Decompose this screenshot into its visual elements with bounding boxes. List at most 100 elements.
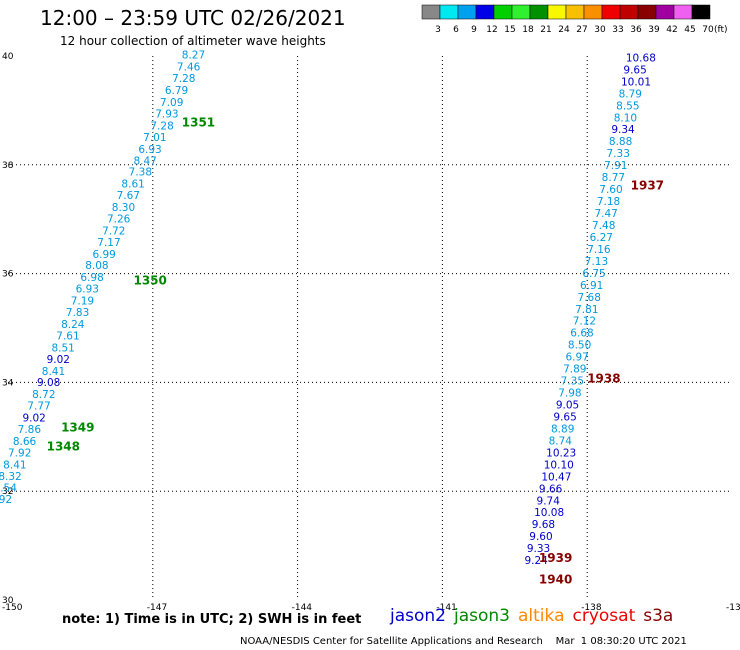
- swh-value-label: 6.97: [565, 352, 588, 364]
- swh-value-label: 10.47: [541, 471, 571, 483]
- swh-value-label: 7.26: [107, 213, 131, 225]
- color-scale-tick-label: 45: [684, 25, 695, 35]
- swh-value-label: 9.05: [556, 400, 579, 412]
- swh-value-label: 7.46: [177, 62, 201, 74]
- swh-value-label: 6.99: [92, 249, 115, 261]
- swh-value-label: 7.09: [160, 97, 183, 109]
- x-tick-label: -147: [147, 603, 167, 613]
- swh-value-label: 7.98: [558, 388, 581, 400]
- color-scale-tick-label: 12: [486, 25, 497, 35]
- swh-value-label: 9.68: [532, 519, 555, 531]
- swh-value-label: 8.55: [616, 100, 639, 112]
- swh-value-label: 8.30: [112, 202, 135, 214]
- swh-value-label: 8.32: [0, 471, 22, 483]
- swh-value-label: 7.48: [592, 220, 615, 232]
- credit-line: NOAA/NESDIS Center for Satellite Applica…: [240, 636, 687, 647]
- swh-value-label: 8.10: [614, 112, 637, 124]
- swh-value-label: 9.34: [611, 124, 635, 136]
- color-scale-tick-label: 27: [576, 25, 587, 35]
- pass-number-label: 1937: [631, 178, 664, 192]
- swh-value-label: 6.91: [580, 280, 603, 292]
- color-scale-tick-label: 15: [504, 25, 515, 35]
- satellite-legend-altika: altika: [518, 606, 565, 626]
- color-scale-unit: (ft): [714, 25, 728, 35]
- x-tick-label: -150: [2, 603, 23, 613]
- color-scale-tick-label: 24: [558, 25, 570, 35]
- swh-value-label: 6.27: [590, 232, 613, 244]
- satellite-legend-jason2: jason2: [390, 606, 446, 626]
- swh-value-label: 7.47: [594, 208, 617, 220]
- swh-value-label: 8.41: [42, 366, 65, 378]
- y-tick-label: 36: [2, 270, 14, 280]
- y-tick-label: 40: [2, 52, 14, 62]
- swh-value-label: 7.13: [585, 256, 608, 268]
- color-scale-tick-label: 3: [435, 25, 441, 35]
- swh-value-label: 9.02: [22, 413, 45, 425]
- color-scale-legend: 3 6 9 12 15 18 21 24 27 30 33 36 39 42 45 70 (ft): [421, 4, 728, 35]
- swh-value-label: 8.08: [85, 260, 108, 272]
- swh-value-label: 10.23: [546, 447, 576, 459]
- swh-value-label: 10.08: [534, 507, 564, 519]
- swh-value-label: 8.89: [551, 423, 574, 435]
- swh-value-label: 8.47: [133, 155, 156, 167]
- swh-value-label: 8.50: [568, 340, 591, 352]
- color-scale-tick-label: 30: [594, 25, 606, 35]
- swh-value-label: 7.86: [18, 424, 42, 436]
- swh-value-label: 8.51: [51, 342, 74, 354]
- swh-value-label: 8.61: [121, 179, 144, 191]
- swh-value-label: 7.83: [66, 307, 89, 319]
- swh-value-label: 6.75: [582, 268, 605, 280]
- swh-value-label: 7.28: [150, 120, 173, 132]
- swh-value-label: 7.68: [578, 292, 601, 304]
- color-scale-tick-label: 39: [648, 25, 660, 35]
- swh-value-label: 8.74: [549, 435, 573, 447]
- pass-number-label: 1940: [539, 573, 572, 587]
- pass-number-label: 1350: [133, 273, 166, 287]
- swh-value-label: 7.18: [597, 196, 620, 208]
- swh-value-label: 9.65: [553, 411, 576, 423]
- swh-value-label: 7.12: [573, 316, 596, 328]
- pass-number-label: 1938: [587, 371, 620, 385]
- color-scale-tick-label: 6: [453, 25, 459, 35]
- swh-value-label: 9.66: [539, 483, 563, 495]
- color-scale-tick-label: 36: [630, 25, 642, 35]
- swh-value-label: 7.91: [604, 160, 627, 172]
- swh-value-label: 7.19: [71, 296, 94, 308]
- y-tick-label: 34: [2, 378, 14, 388]
- swh-value-label: 7.33: [607, 148, 630, 160]
- chart-subtitle: 12 hour collection of altimeter wave hei…: [60, 34, 326, 48]
- swh-value-label: 8.72: [32, 389, 55, 401]
- swh-value-label: 7.67: [117, 190, 140, 202]
- swh-value-label: 9.24: [524, 555, 548, 567]
- chart-title: 12:00 – 23:59 UTC 02/26/2021: [40, 6, 346, 30]
- swh-value-label: 8.54: [0, 483, 17, 495]
- swh-value-label: 6.68: [570, 328, 593, 340]
- pass-number-label: 1349: [61, 420, 94, 434]
- swh-value-label: 10.10: [544, 459, 574, 471]
- y-tick-label: 30: [2, 596, 14, 606]
- swh-value-label: 6.93: [76, 284, 99, 296]
- swh-value-label: 7.17: [97, 237, 120, 249]
- swh-value-label: 8.66: [13, 436, 37, 448]
- satellite-legend: jason2 jason3 altika cryosat s3a: [390, 606, 681, 626]
- swh-value-label: 9.74: [537, 495, 561, 507]
- swh-value-label: 8.41: [3, 459, 26, 471]
- pass-number-label: 1351: [182, 116, 215, 130]
- swh-value-label: 7.16: [587, 244, 611, 256]
- swh-value-label: 7.89: [563, 364, 586, 376]
- color-scale-tick-label: 33: [612, 25, 623, 35]
- pass-number-label: 1939: [539, 551, 572, 565]
- color-scale-tick-label: 18: [522, 25, 534, 35]
- swh-value-label: 7.01: [143, 132, 166, 144]
- swh-value-label: 7.77: [27, 401, 50, 413]
- y-tick-label: 32: [2, 487, 13, 497]
- pass-number-label: 1348: [47, 439, 80, 453]
- swh-value-label: 7.72: [102, 225, 125, 237]
- swh-value-label: 8.77: [602, 172, 625, 184]
- swh-value-label: 7.61: [56, 330, 79, 342]
- x-tick-label: -138: [581, 603, 602, 613]
- swh-value-label: 7.60: [599, 184, 622, 196]
- swh-value-label: 8.92: [0, 494, 12, 506]
- swh-value-label: 10.68: [626, 52, 656, 64]
